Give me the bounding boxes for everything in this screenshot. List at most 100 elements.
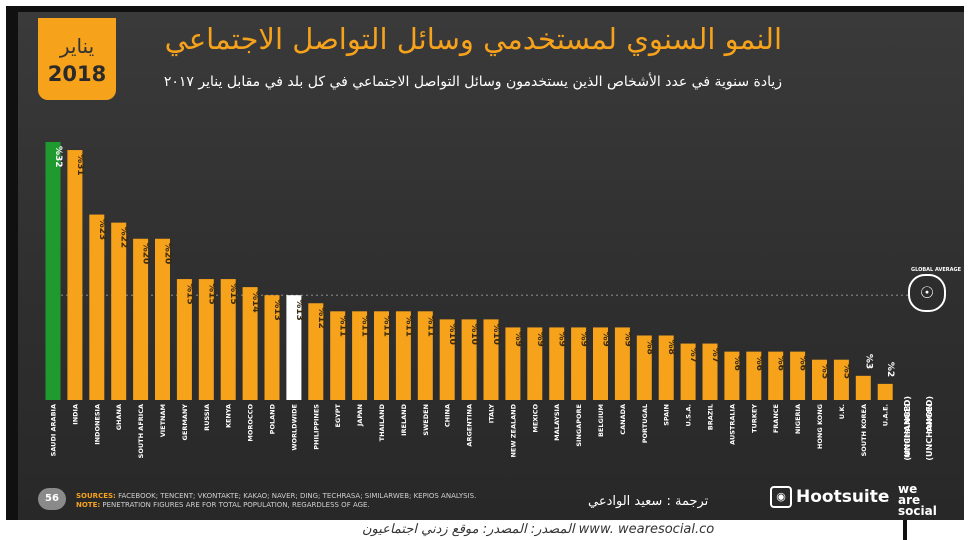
- bar-worldwide: [286, 295, 302, 400]
- value-label-vietnam: %20: [163, 243, 173, 265]
- category-label-taiwan: TAIWAN: [926, 404, 934, 433]
- category-label-canada: CANADA: [619, 404, 627, 435]
- category-label-mexico: MEXICO: [531, 404, 539, 433]
- value-label-u-k: %5: [841, 364, 851, 379]
- category-label-vietnam: VIETNAM: [159, 404, 167, 437]
- value-label-portugal: %8: [644, 340, 654, 355]
- bar-new-zealand: [505, 327, 521, 400]
- category-label-malaysia: MALAYSIA: [553, 404, 561, 441]
- bar-egypt: [330, 311, 346, 400]
- bar-germany: [176, 279, 192, 400]
- value-label-new-zealand: %9: [513, 331, 523, 346]
- category-label-russia: RUSSIA: [203, 404, 211, 431]
- hootsuite-logo: ◉ Hootsuite: [770, 486, 889, 508]
- category-label-sweden: SWEDEN: [422, 404, 430, 436]
- hootsuite-text: Hootsuite: [796, 487, 890, 507]
- bar-u-a-e: [877, 383, 893, 400]
- bar-mexico: [527, 327, 543, 400]
- sources-note: SOURCES: FACEBOOK; TENCENT; VKONTAKTE; K…: [76, 492, 476, 510]
- value-label-japan: %11: [360, 315, 370, 337]
- category-label-argentina: ARGENTINA: [466, 404, 474, 447]
- category-label-philippines: PHILIPPINES: [312, 404, 320, 450]
- category-label-new-zealand: NEW ZEALAND: [509, 403, 517, 457]
- value-label-philippines: %12: [316, 307, 326, 329]
- bar-italy: [483, 319, 499, 400]
- value-label-saudi-arabia: %32: [53, 146, 63, 168]
- bar-hong-kong: [812, 359, 827, 400]
- brand2-line3: social: [898, 504, 937, 518]
- category-label-brazil: BRAZIL: [707, 404, 715, 430]
- value-label-brazil: %7: [710, 348, 720, 363]
- value-label-taiwan: (UNCHANGED): [925, 396, 934, 461]
- value-label-south-africa: %20: [141, 243, 151, 265]
- bar-philippines: [308, 303, 324, 400]
- brand2-line1: we: [898, 482, 918, 496]
- bar-chart: %32 SAUDI ARABIA %31 INDIA %23 INDONESIA %22 GH…: [45, 142, 934, 461]
- bar-india: [67, 150, 83, 400]
- category-label-singapore: SINGAPORE: [575, 404, 583, 447]
- bar-brazil: [702, 343, 718, 400]
- date-badge: يناير 2018: [38, 18, 116, 100]
- bar-spain: [658, 335, 674, 400]
- value-label-singapore: %9: [579, 331, 589, 346]
- category-label-turkey: TURKEY: [750, 404, 758, 433]
- value-label-sweden: %11: [425, 315, 435, 337]
- badge-month: يناير: [59, 34, 95, 58]
- bar-south-korea: [855, 375, 871, 400]
- value-label-nigeria: %6: [798, 356, 808, 371]
- category-label-poland: POLAND: [269, 403, 277, 434]
- value-label-south-korea: %3: [863, 354, 873, 369]
- bar-thailand: [374, 311, 389, 400]
- value-label-malaysia: %9: [557, 331, 567, 346]
- value-label-ghana: %22: [119, 227, 129, 249]
- bar-indonesia: [89, 214, 105, 400]
- category-label-netherlands: NETHERLANDS: [904, 404, 912, 458]
- category-label-hong-kong: HONG KONG: [816, 404, 824, 449]
- value-label-u-s-a: %7: [688, 348, 698, 363]
- note-text: PENETRATION FIGURES ARE FOR TOTAL POPULA…: [102, 501, 370, 509]
- value-label-u-a-e: %2: [885, 362, 895, 377]
- category-label-indonesia: INDONESIA: [93, 404, 101, 445]
- slide: يناير 2018 النمو السنوي لمستخدمي وسائل ا…: [18, 12, 964, 520]
- category-label-australia: AUSTRALIA: [728, 404, 736, 445]
- bar-russia: [198, 279, 214, 400]
- bar-vietnam: [155, 238, 170, 400]
- category-label-south-africa: SOUTH AFRICA: [137, 404, 145, 458]
- category-label-japan: JAPAN: [356, 404, 364, 427]
- bar-france: [768, 351, 784, 400]
- value-label-morocco: %14: [250, 291, 260, 313]
- sources-label: SOURCES:: [76, 492, 116, 500]
- value-label-netherlands: (UNCHANGED): [903, 396, 912, 461]
- value-label-russia: %15: [206, 283, 216, 305]
- category-label-morocco: MOROCCO: [247, 404, 255, 442]
- value-label-australia: %6: [732, 356, 742, 371]
- owl-icon: ◉: [770, 486, 792, 508]
- category-label-u-k: U.K.: [838, 404, 846, 419]
- bar-sweden: [417, 311, 433, 400]
- sources-text: FACEBOOK; TENCENT; VKONTAKTE; KAKAO; NAV…: [118, 492, 477, 500]
- bar-poland: [264, 295, 280, 400]
- category-label-italy: ITALY: [488, 404, 496, 424]
- bar-australia: [724, 351, 740, 400]
- bar-china: [439, 319, 455, 400]
- category-label-india: INDIA: [71, 404, 79, 425]
- bar-singapore: [571, 327, 587, 400]
- category-label-kenya: KENYA: [225, 404, 233, 428]
- bar-belgium: [593, 327, 608, 400]
- translator-credit: ترجمة : سعيد الوادعي: [588, 494, 709, 509]
- value-label-india: %31: [75, 154, 85, 176]
- bar-malaysia: [549, 327, 565, 400]
- value-label-belgium: %9: [601, 331, 611, 346]
- value-label-hong-kong: %5: [820, 364, 830, 379]
- bar-morocco: [242, 287, 258, 400]
- category-label-saudi-arabia: SAUDI ARABIA: [50, 404, 58, 456]
- bar-argentina: [461, 319, 477, 400]
- bar-saudi-arabia: [45, 142, 61, 400]
- bar-canada: [614, 327, 630, 400]
- category-label-germany: GERMANY: [181, 404, 189, 441]
- value-label-mexico: %9: [535, 331, 545, 346]
- category-label-china: CHINA: [444, 404, 452, 427]
- value-label-indonesia: %23: [97, 219, 107, 241]
- bar-japan: [352, 311, 368, 400]
- category-label-nigeria: NIGERIA: [794, 404, 802, 434]
